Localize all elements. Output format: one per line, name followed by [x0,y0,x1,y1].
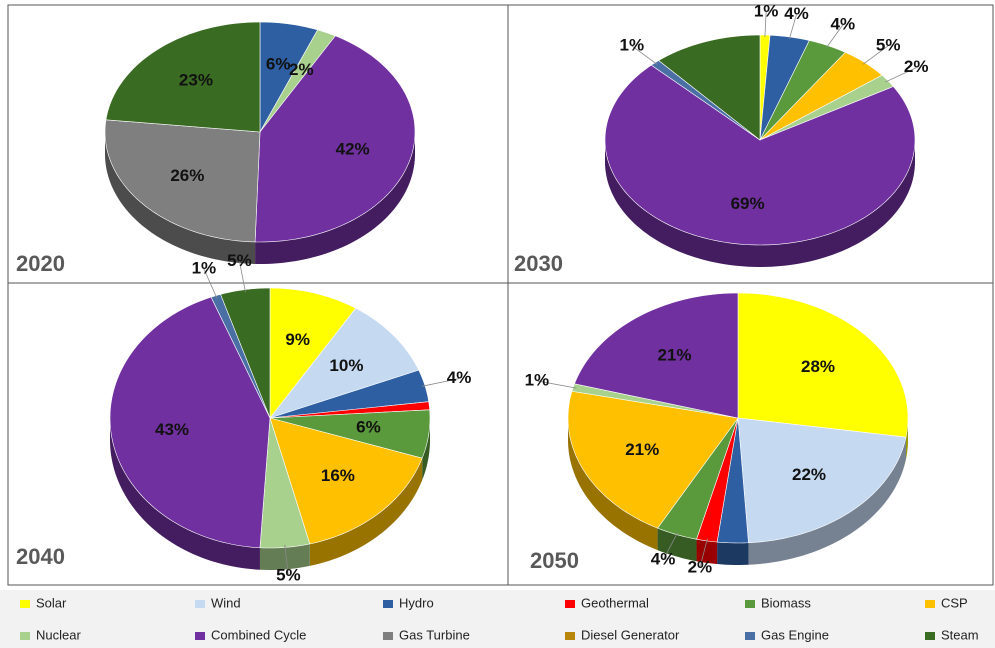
legend-label: Hydro [399,595,434,610]
data-label: 2% [904,57,929,76]
slice [109,296,271,549]
legend-label: Gas Turbine [399,627,470,642]
data-label: 6% [266,55,291,74]
leader-line [826,24,844,48]
legend-swatch [20,632,30,640]
data-label: 28% [801,357,835,376]
legend-swatch [745,600,755,608]
data-label: 4% [651,550,676,569]
data-label: 9% [285,330,310,349]
panel-title: 2020 [16,251,65,276]
data-label: 1% [754,1,779,20]
slice [254,35,416,243]
legend-swatch [745,632,755,640]
legend-swatch [195,632,205,640]
slice-side [696,539,718,565]
legend-swatch [383,632,393,640]
data-label: 16% [321,466,355,485]
legend-swatch [20,600,30,608]
legend-swatch [565,632,575,640]
legend-label: Diesel Generator [581,627,680,642]
legend-swatch [195,600,205,608]
data-label: 1% [192,258,217,277]
data-label: 23% [179,71,213,90]
legend-label: Gas Engine [761,627,829,642]
legend-label: CSP [941,595,968,610]
slice-side [717,542,749,565]
legend-swatch [383,600,393,608]
slice [269,287,357,419]
slice [269,409,431,459]
data-label: 4% [831,14,856,33]
slice-side [568,418,658,551]
data-label: 1% [525,370,550,389]
slice-side [259,543,310,570]
data-label: 5% [227,251,252,270]
slice-side [255,132,415,264]
data-label: 4% [447,368,472,387]
slice [604,64,916,246]
slice [269,417,423,545]
data-label: 6% [356,418,381,437]
slice [716,417,749,544]
data-label: 2% [688,557,713,576]
legend-box [0,590,995,648]
data-label: 42% [336,140,370,159]
panel-title: 2040 [16,544,65,569]
data-label: 1% [620,35,645,54]
slice [737,417,907,544]
leader-line [764,11,767,38]
slice-side [422,418,430,481]
legend-label: Wind [211,595,241,610]
leader-line [862,45,889,65]
panel-title: 2030 [514,251,563,276]
leader-line [788,14,797,40]
slice [259,29,336,133]
legend-label: Biomass [761,595,811,610]
slice [259,21,319,134]
legend-label: Steam [941,627,979,642]
slice-side [105,132,256,264]
legend-swatch [565,600,575,608]
panel-title: 2050 [530,548,579,573]
legend-label: Nuclear [36,627,81,642]
slice [104,119,261,243]
data-label: 69% [731,194,765,213]
data-label: 5% [876,35,901,54]
data-label: 4% [784,4,809,23]
slice-side [605,140,915,267]
slice [737,292,909,438]
data-label: 10% [329,356,363,375]
legend-swatch [925,632,935,640]
leader-line [239,261,246,293]
data-label: 26% [170,166,204,185]
data-label: 43% [155,420,189,439]
leader-line [536,380,577,389]
leader-line [421,378,460,387]
legend-swatch [925,600,935,608]
data-label: 22% [792,465,826,484]
slice [269,307,420,419]
slice-side [748,437,906,565]
leader-line [284,544,289,576]
leader-line [203,268,218,299]
data-label: 2% [289,60,314,79]
legend-label: Combined Cycle [211,627,306,642]
legend-label: Solar [36,595,67,610]
legend-label: Geothermal [581,595,649,610]
slice [105,21,261,133]
leader-line [885,67,917,83]
slice [658,34,761,141]
leader-line [662,532,679,561]
leader-line [631,45,658,65]
slice [567,390,739,529]
data-label: 21% [657,346,691,365]
slice [574,292,739,419]
data-label: 5% [276,565,301,584]
slice-side [309,458,423,566]
data-label: 21% [625,440,659,459]
leader-line [699,538,708,569]
